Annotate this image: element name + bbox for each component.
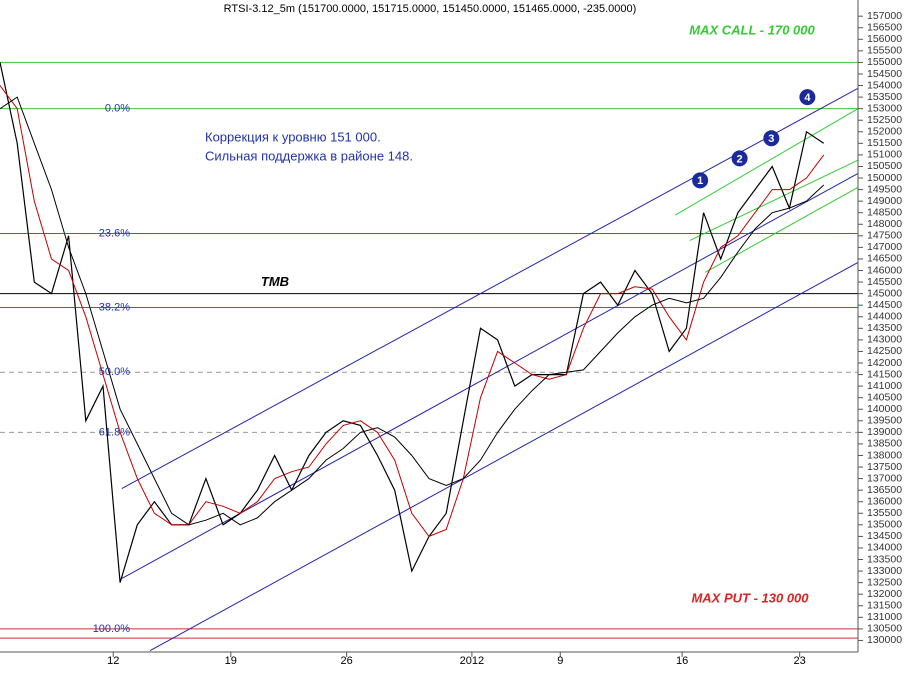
y-tick-label: 136500 (867, 484, 902, 496)
y-tick-label: 132500 (867, 576, 902, 588)
level-label: 38.2% (99, 301, 130, 313)
y-tick-label: 139500 (867, 415, 902, 427)
y-tick-label: 150500 (867, 160, 902, 172)
y-tick-label: 155500 (867, 45, 902, 57)
y-tick-label: 130000 (867, 634, 902, 646)
chart-title: RTSI-3.12_5m (151700.0000, 151715.0000, … (224, 3, 637, 15)
y-tick-label: 135500 (867, 507, 902, 519)
wave-marker-label: 1 (697, 175, 703, 187)
y-tick-label: 138500 (867, 438, 902, 450)
y-tick-label: 149000 (867, 195, 902, 207)
y-tick-label: 151000 (867, 149, 902, 161)
y-tick-label: 142000 (867, 357, 902, 369)
y-tick-label: 138000 (867, 449, 902, 461)
series-line (0, 85, 825, 538)
y-tick-label: 133000 (867, 565, 902, 577)
y-tick-label: 141500 (867, 368, 902, 380)
y-tick-label: 152500 (867, 114, 902, 126)
trendline (149, 261, 859, 652)
y-tick-label: 137500 (867, 461, 902, 473)
x-tick-label: 26 (341, 655, 353, 667)
y-tick-label: 135000 (867, 519, 902, 531)
level-label: 23.6% (99, 227, 130, 239)
x-tick-label: 12 (107, 655, 119, 667)
x-tick-label: 16 (676, 655, 688, 667)
y-tick-label: 148000 (867, 218, 902, 230)
y-tick-label: 133500 (867, 553, 902, 565)
y-tick-label: 148500 (867, 206, 902, 218)
level-label: 100.0% (93, 623, 131, 635)
level-label: 50.0% (99, 366, 130, 378)
wave-marker-label: 4 (804, 92, 811, 104)
y-tick-label: 144500 (867, 299, 902, 311)
y-tick-label: 140000 (867, 403, 902, 415)
y-tick-label: 143500 (867, 322, 902, 334)
wave-marker (692, 172, 709, 189)
y-tick-label: 134500 (867, 530, 902, 542)
y-tick-label: 150000 (867, 172, 902, 184)
wave-marker-label: 3 (768, 133, 774, 145)
annotation: Коррекция к уровню 151 000. (205, 129, 381, 144)
y-tick-label: 146500 (867, 253, 902, 265)
trendline (689, 159, 859, 241)
y-tick-label: 156500 (867, 22, 902, 34)
y-tick-label: 153000 (867, 102, 902, 114)
trendline (674, 108, 859, 216)
x-tick-label: 9 (557, 655, 563, 667)
series-line (0, 96, 825, 526)
y-tick-label: 145000 (867, 287, 902, 299)
y-tick-label: 142500 (867, 345, 902, 357)
wave-marker (799, 89, 816, 106)
max-call-label: MAX CALL - 170 000 (689, 22, 815, 37)
wave-marker (731, 150, 748, 167)
y-tick-label: 153500 (867, 91, 902, 103)
y-tick-label: 151500 (867, 137, 902, 149)
annotation: Сильная поддержка в районе 148. (205, 148, 413, 163)
series-line (0, 62, 825, 583)
x-tick-label: 2012 (460, 655, 484, 667)
y-tick-label: 147000 (867, 241, 902, 253)
y-tick-label: 157000 (867, 10, 902, 22)
level-label: 61.8% (99, 426, 130, 438)
y-tick-label: 154500 (867, 68, 902, 80)
y-tick-label: 139000 (867, 426, 902, 438)
y-tick-label: 144000 (867, 311, 902, 323)
x-tick-label: 23 (794, 655, 806, 667)
trendline (705, 186, 859, 273)
trendline (121, 172, 859, 579)
y-tick-label: 141000 (867, 380, 902, 392)
y-tick-label: 137000 (867, 472, 902, 484)
y-tick-label: 154000 (867, 79, 902, 91)
y-tick-label: 149500 (867, 183, 902, 195)
max-put-label: MAX PUT - 130 000 (691, 590, 809, 605)
wave-marker-label: 2 (737, 153, 743, 165)
y-tick-label: 134000 (867, 542, 902, 554)
y-tick-label: 130500 (867, 623, 902, 635)
y-tick-label: 152000 (867, 126, 902, 138)
y-tick-label: 145500 (867, 276, 902, 288)
y-tick-label: 131000 (867, 611, 902, 623)
y-tick-label: 146000 (867, 264, 902, 276)
y-tick-label: 140500 (867, 391, 902, 403)
wave-marker (763, 130, 780, 147)
level-label: TMB (261, 274, 289, 289)
y-tick-label: 136000 (867, 495, 902, 507)
x-tick-label: 19 (225, 655, 237, 667)
y-tick-label: 156000 (867, 33, 902, 45)
level-label: 0.0% (105, 103, 130, 115)
y-tick-label: 131500 (867, 600, 902, 612)
y-tick-label: 147500 (867, 230, 902, 242)
y-tick-label: 155000 (867, 56, 902, 68)
y-tick-label: 132000 (867, 588, 902, 600)
y-tick-label: 143000 (867, 334, 902, 346)
